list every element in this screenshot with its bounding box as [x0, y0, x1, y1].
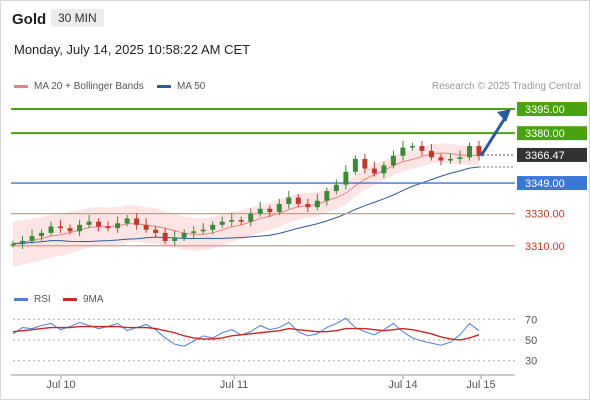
rsi-tick-label-50: 50 — [525, 335, 537, 347]
ma20-swatch — [14, 85, 28, 88]
candle-body — [48, 226, 54, 233]
candle-body — [105, 226, 111, 229]
candle-body — [305, 203, 311, 208]
legend-rsi-ma: 9MA — [63, 294, 104, 305]
level-label-3366.47: 3366.47 — [525, 150, 565, 162]
candle-body — [181, 232, 187, 238]
level-tag-3366.47 — [517, 147, 587, 162]
candle-body — [314, 200, 320, 208]
candle-body — [362, 158, 368, 169]
candle-body — [162, 232, 168, 241]
legend-rsi: RSI — [14, 294, 51, 305]
level-label-3349.00: 3349.00 — [525, 178, 565, 190]
rsi-ma-line — [12, 325, 480, 341]
candle-body — [191, 231, 197, 233]
candle-body — [381, 165, 387, 174]
ma50-swatch — [157, 85, 171, 88]
x-tick-label-Jul-10: Jul 10 — [46, 379, 75, 391]
level-label-3330.00: 3330.00 — [525, 209, 565, 221]
candle-body — [400, 147, 406, 156]
candle-body — [476, 146, 482, 156]
level-label-3310.00: 3310.00 — [525, 241, 565, 253]
candle-body — [466, 146, 472, 158]
candle-body — [276, 203, 282, 212]
candle-body — [172, 237, 178, 241]
level-label-3395.00: 3395.00 — [525, 104, 565, 116]
candle-body — [134, 218, 140, 225]
candle-body — [257, 208, 263, 214]
candle-body — [143, 224, 149, 230]
candle-body — [419, 146, 425, 151]
candle-body — [324, 191, 330, 201]
candle-body — [238, 220, 244, 222]
ma20-line — [12, 152, 480, 245]
ma50-line — [12, 166, 480, 245]
legend-ma50: MA 50 — [157, 81, 205, 92]
legend-ma50-label: MA 50 — [177, 81, 206, 92]
level-tag-3395.00 — [517, 102, 587, 117]
forecast-arrow-shaft — [479, 117, 507, 157]
candle-body — [229, 220, 235, 222]
candle-body — [210, 224, 216, 230]
candle-body — [115, 223, 121, 229]
candle-body — [77, 224, 83, 232]
legend-ma20: MA 20 + Bollinger Bands — [14, 81, 144, 92]
candle-body — [10, 244, 16, 246]
candle-body — [39, 232, 45, 237]
rsi-tick-label-70: 70 — [525, 314, 537, 326]
legend-rsi-label: RSI — [34, 294, 51, 305]
candle-body — [67, 228, 73, 232]
timeframe-badge[interactable]: 30 MIN — [51, 9, 104, 27]
candles — [10, 140, 482, 249]
candle-body — [124, 218, 130, 224]
x-tick-label-Jul-11: Jul 11 — [220, 379, 249, 391]
candle-body — [58, 226, 64, 229]
candle-body — [248, 213, 254, 222]
candle-body — [96, 221, 102, 227]
candle-body — [219, 221, 225, 225]
candle-body — [352, 158, 358, 172]
candle-body — [29, 236, 35, 241]
level-tag-3349.00 — [517, 176, 587, 191]
level-label-3380.00: 3380.00 — [525, 128, 565, 140]
candle-body — [447, 158, 453, 161]
candle-body — [438, 157, 444, 161]
candle-body — [200, 229, 206, 232]
rsi-ma-swatch — [63, 298, 77, 301]
rsi-line — [12, 317, 480, 347]
candle-body — [295, 197, 301, 204]
x-tick-label-Jul-15: Jul 15 — [466, 379, 495, 391]
rsi-tick-label-30: 30 — [525, 356, 537, 368]
x-tick-label-Jul-14: Jul 14 — [388, 379, 417, 391]
candle-body — [409, 146, 415, 148]
candle-body — [286, 197, 292, 204]
candle-body — [457, 157, 463, 159]
candle-body — [343, 171, 349, 185]
rsi-swatch — [14, 298, 28, 301]
candle-body — [428, 150, 434, 158]
legend-ma20-label: MA 20 + Bollinger Bands — [34, 81, 144, 92]
timestamp: Monday, July 14, 2025 10:58:22 AM CET — [14, 42, 251, 57]
level-tag-3380.00 — [517, 126, 587, 141]
legend-rsi-ma-label: 9MA — [83, 294, 104, 305]
bollinger-band — [13, 143, 479, 267]
candle-body — [86, 221, 92, 225]
forecast-arrow-head — [497, 109, 511, 123]
candle-body — [267, 208, 273, 212]
candle-body — [371, 168, 377, 174]
credit-text: Research © 2025 Trading Central — [431, 81, 581, 92]
candle-body — [333, 184, 339, 192]
candle-body — [153, 229, 159, 233]
candle-body — [20, 240, 26, 245]
candle-body — [390, 155, 396, 166]
instrument-title: Gold — [12, 11, 47, 28]
